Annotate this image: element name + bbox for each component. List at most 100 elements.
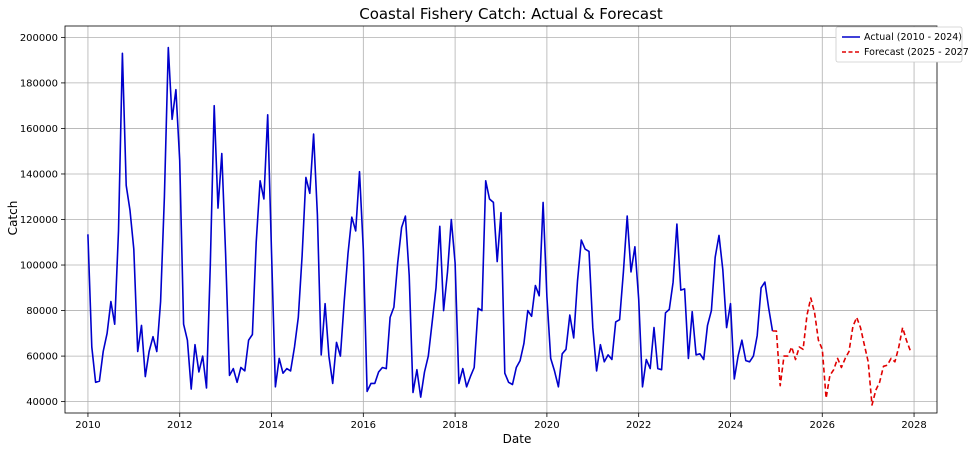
- actual-data-point: [726, 327, 727, 328]
- actual-data-point: [650, 368, 651, 369]
- forecast-data-point: [902, 327, 903, 328]
- actual-data-point: [267, 114, 268, 115]
- actual-data-point: [286, 368, 287, 369]
- legend-box: [835, 26, 963, 63]
- actual-data-point: [680, 290, 681, 291]
- actual-data-point: [202, 356, 203, 357]
- x-tick-label: 2010: [75, 420, 100, 431]
- actual-data-point: [409, 275, 410, 276]
- actual-data-point: [535, 285, 536, 286]
- actual-data-point: [221, 153, 222, 154]
- actual-data-point: [206, 387, 207, 388]
- actual-data-point: [768, 308, 769, 309]
- actual-data-point: [669, 309, 670, 310]
- actual-data-point: [562, 353, 563, 354]
- actual-data-point: [722, 269, 723, 270]
- forecast-data-point: [871, 404, 872, 405]
- actual-data-point: [164, 196, 165, 197]
- actual-data-point: [233, 368, 234, 369]
- actual-data-point: [684, 288, 685, 289]
- actual-data-point: [321, 354, 322, 355]
- actual-data-point: [129, 210, 130, 211]
- actual-data-point: [592, 327, 593, 328]
- actual-data-point: [439, 226, 440, 227]
- actual-data-point: [137, 351, 138, 352]
- forecast-data-point: [864, 344, 865, 345]
- actual-data-point: [508, 382, 509, 383]
- x-axis-title: Date: [503, 432, 532, 446]
- actual-data-point: [764, 282, 765, 283]
- forecast-data-point: [879, 382, 880, 383]
- forecast-data-point: [814, 312, 815, 313]
- y-tick-label: 140000: [20, 169, 58, 180]
- actual-data-point: [244, 370, 245, 371]
- actual-data-point: [160, 301, 161, 302]
- actual-data-point: [653, 327, 654, 328]
- forecast-data-point: [868, 361, 869, 362]
- actual-data-point: [328, 356, 329, 357]
- actual-data-point: [347, 253, 348, 254]
- actual-data-point: [657, 368, 658, 369]
- actual-data-point: [543, 202, 544, 203]
- actual-data-point: [217, 208, 218, 209]
- actual-data-point: [359, 171, 360, 172]
- actual-data-point: [715, 257, 716, 258]
- actual-data-point: [497, 261, 498, 262]
- series-line-actual: [87, 46, 774, 398]
- actual-data-point: [351, 217, 352, 218]
- actual-data-point: [565, 349, 566, 350]
- actual-data-point: [91, 346, 92, 347]
- actual-data-point: [432, 321, 433, 322]
- y-axis-title: Catch: [6, 201, 20, 236]
- actual-data-point: [237, 382, 238, 383]
- actual-data-point: [474, 367, 475, 368]
- actual-data-point: [355, 230, 356, 231]
- actual-data-point: [103, 351, 104, 352]
- actual-data-point: [240, 367, 241, 368]
- y-tick-label: 160000: [20, 124, 58, 135]
- series-line-forecast: [772, 297, 911, 406]
- actual-data-point: [757, 335, 758, 336]
- actual-data-point: [210, 264, 211, 265]
- forecast-data-point: [848, 351, 849, 352]
- actual-data-point: [745, 360, 746, 361]
- actual-data-point: [455, 262, 456, 263]
- actual-data-point: [696, 354, 697, 355]
- actual-data-point: [711, 310, 712, 311]
- actual-data-point: [699, 353, 700, 354]
- actual-data-point: [305, 177, 306, 178]
- actual-data-point: [673, 282, 674, 283]
- actual-data-point: [558, 386, 559, 387]
- actual-data-point: [317, 214, 318, 215]
- forecast-data-point: [783, 356, 784, 357]
- actual-data-point: [145, 376, 146, 377]
- actual-data-point: [611, 359, 612, 360]
- actual-data-point: [604, 361, 605, 362]
- forecast-data-point: [906, 340, 907, 341]
- forecast-data-point: [806, 315, 807, 316]
- actual-data-point: [393, 307, 394, 308]
- actual-data-point: [141, 325, 142, 326]
- actual-data-point: [527, 310, 528, 311]
- forecast-data-point: [852, 326, 853, 327]
- actual-data-point: [344, 301, 345, 302]
- actual-data-point: [294, 346, 295, 347]
- actual-data-point: [313, 134, 314, 135]
- actual-data-point: [397, 262, 398, 263]
- actual-data-point: [623, 271, 624, 272]
- actual-data-point: [435, 287, 436, 288]
- legend-label-actual: Actual (2010 - 2024): [864, 32, 962, 43]
- actual-data-point: [198, 371, 199, 372]
- actual-data-point: [340, 356, 341, 357]
- actual-data-point: [99, 381, 100, 382]
- actual-data-point: [367, 391, 368, 392]
- actual-data-point: [588, 251, 589, 252]
- actual-data-point: [374, 383, 375, 384]
- actual-data-point: [634, 246, 635, 247]
- actual-data-point: [489, 198, 490, 199]
- actual-data-point: [573, 337, 574, 338]
- actual-data-point: [615, 321, 616, 322]
- forecast-data-point: [837, 358, 838, 359]
- actual-data-point: [550, 358, 551, 359]
